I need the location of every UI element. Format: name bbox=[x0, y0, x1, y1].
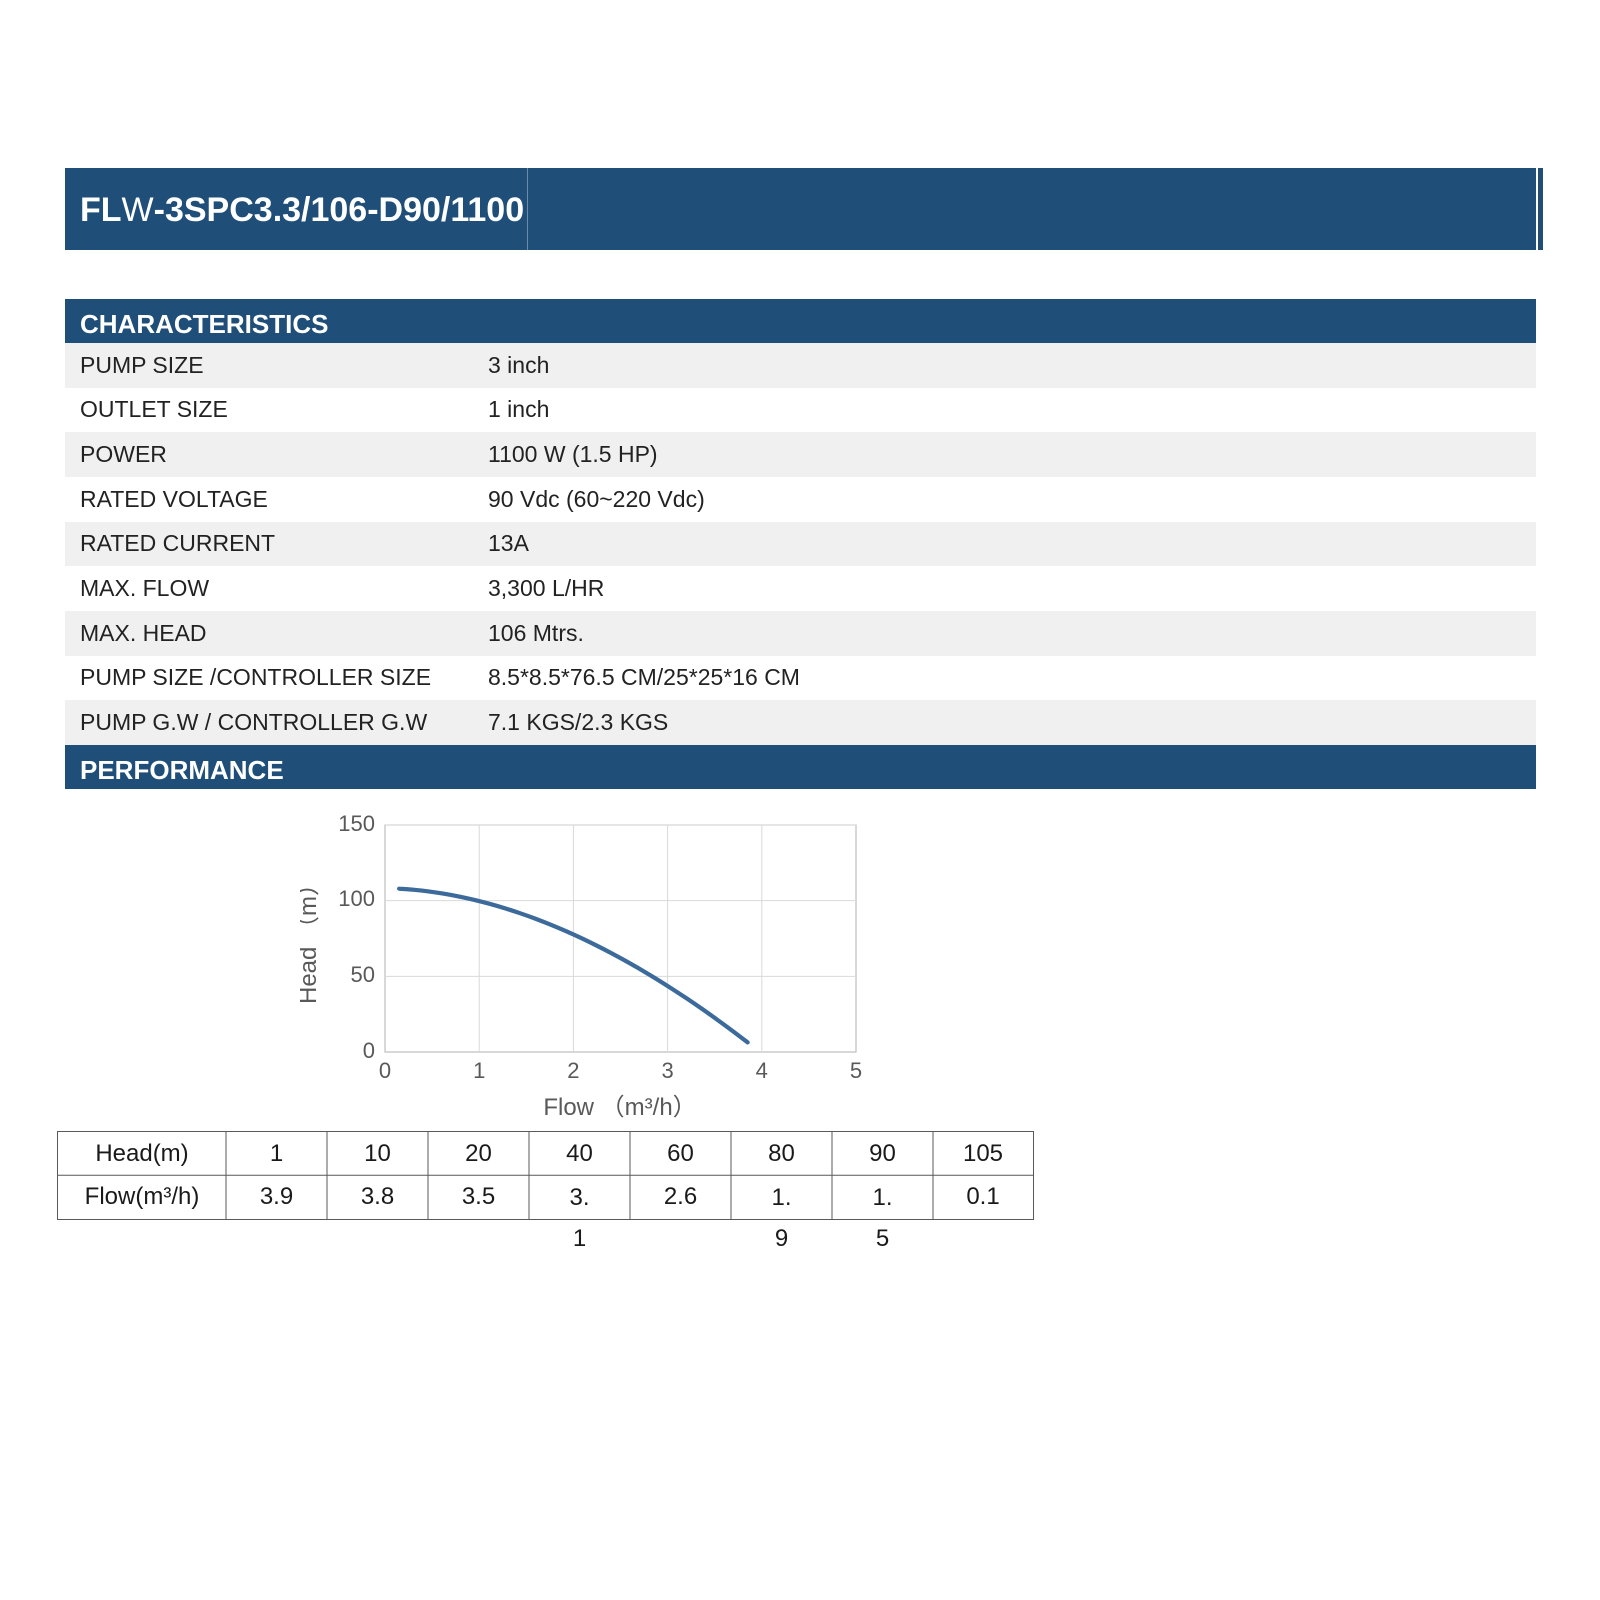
svg-text:50: 50 bbox=[351, 962, 375, 987]
svg-text:Flow （m³/h）: Flow （m³/h） bbox=[543, 1094, 696, 1121]
svg-text:1: 1 bbox=[473, 1058, 485, 1083]
svg-text:150: 150 bbox=[338, 811, 375, 836]
svg-text:5: 5 bbox=[850, 1058, 862, 1083]
svg-text:0: 0 bbox=[363, 1038, 375, 1063]
svg-text:2: 2 bbox=[567, 1058, 579, 1083]
svg-text:4: 4 bbox=[756, 1058, 768, 1083]
svg-text:0: 0 bbox=[379, 1058, 391, 1083]
svg-text:100: 100 bbox=[338, 886, 375, 911]
svg-text:3: 3 bbox=[661, 1058, 673, 1083]
svg-text:Head （m）: Head （m） bbox=[300, 872, 322, 1004]
